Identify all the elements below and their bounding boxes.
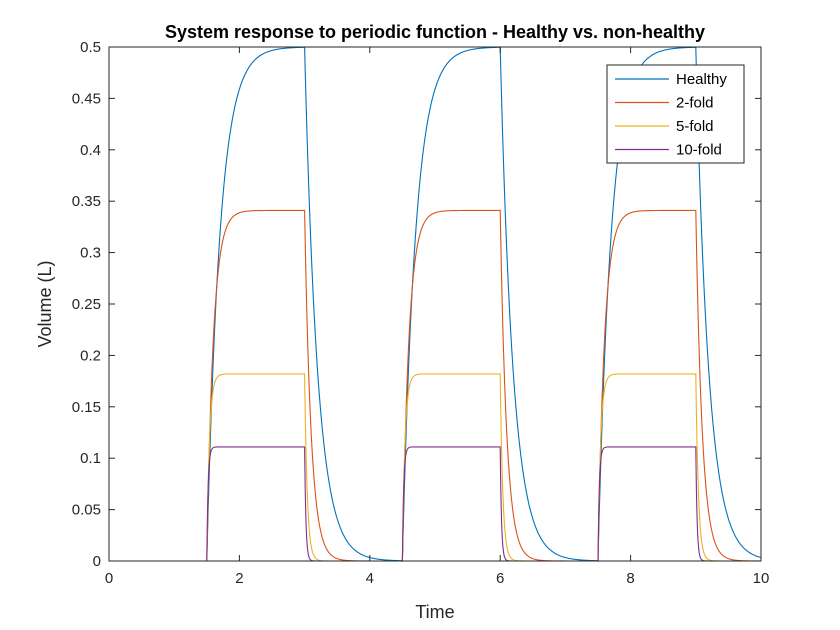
- y-tick-label: 0.3: [80, 245, 101, 262]
- legend-label: 5-fold: [676, 118, 714, 135]
- series-line-1: [109, 46, 762, 563]
- x-tick-label: 6: [496, 570, 504, 587]
- x-tick-label: 8: [626, 570, 634, 587]
- y-tick-label: 0.45: [72, 90, 101, 107]
- legend-label: Healthy: [676, 71, 727, 88]
- y-tick-label: 0.05: [72, 502, 101, 519]
- x-axis-title: Time: [415, 602, 454, 622]
- y-axis-title: Volume (L): [35, 260, 55, 347]
- y-tick-label: 0: [93, 553, 101, 570]
- y-tick-label: 0.5: [80, 39, 101, 56]
- series-line-4: [109, 446, 761, 562]
- x-tick-label: 10: [753, 570, 770, 587]
- y-tick-label: 0.4: [80, 142, 101, 159]
- y-tick-label: 0.35: [72, 193, 101, 210]
- x-tick-label: 0: [105, 570, 113, 587]
- y-tick-label: 0.1: [80, 450, 101, 467]
- legend-label: 2-fold: [676, 95, 714, 112]
- chart-title: System response to periodic function - H…: [165, 22, 705, 42]
- y-tick-label: 0.25: [72, 296, 101, 313]
- x-tick-label: 4: [366, 570, 374, 587]
- series-layer: [109, 46, 762, 563]
- series-line-2: [109, 209, 761, 562]
- legend-box: [606, 64, 745, 164]
- y-tick-label: 0.15: [72, 399, 101, 416]
- y-tick-label: 0.2: [80, 347, 101, 364]
- axes-layer: 0 2 4 6 8 10 0 0.05 0.1 0.15 0.2 0.25 0.3 0.35 0.4 0.45…: [72, 39, 770, 587]
- legend-label: 10-fold: [676, 142, 722, 159]
- series-line-3: [109, 373, 761, 562]
- legend: Healthy 2-fold 5-fold 10-fold: [606, 64, 745, 164]
- x-tick-label: 2: [235, 570, 243, 587]
